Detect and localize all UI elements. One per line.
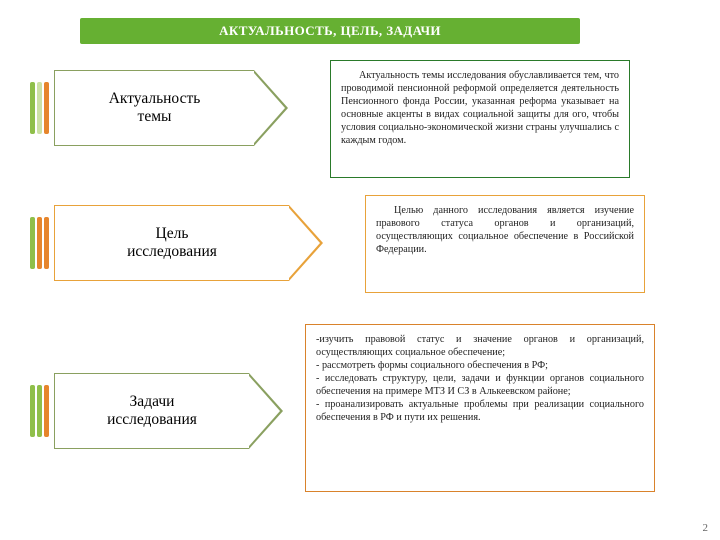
arrow-head-icon xyxy=(289,205,323,281)
arrow-tasks: Задачиисследования xyxy=(54,373,283,449)
row-goal: Цельисследования Целью данного исследова… xyxy=(30,195,690,300)
tasks-line-2: - исследовать структуру, цели, задачи и … xyxy=(316,372,644,398)
goal-paragraph: Целью данного исследования является изуч… xyxy=(376,204,634,256)
tasks-line-0: -изучить правовой статус и значение орга… xyxy=(316,333,644,359)
vbars-relevance xyxy=(30,82,52,134)
arrow-label: Цельисследования xyxy=(54,205,289,281)
goal-text: Целью данного исследования является изуч… xyxy=(365,195,645,293)
vbar xyxy=(44,82,49,134)
relevance-text: Актуальность темы исследования обуславли… xyxy=(330,60,630,178)
arrow-label: Задачиисследования xyxy=(54,373,249,449)
arrow-head-icon xyxy=(254,70,288,146)
vbar xyxy=(30,82,35,134)
vbar xyxy=(44,217,49,269)
arrow-relevance: Актуальностьтемы xyxy=(54,70,288,146)
vbar xyxy=(44,385,49,437)
row-relevance: Актуальностьтемы Актуальность темы иссле… xyxy=(30,60,690,180)
vbar xyxy=(37,82,42,134)
arrow-head-icon xyxy=(249,373,283,449)
tasks-line-1: - рассмотреть формы социального обеспече… xyxy=(316,359,644,372)
arrow-goal: Цельисследования xyxy=(54,205,323,281)
vbar xyxy=(37,217,42,269)
arrow-label: Актуальностьтемы xyxy=(54,70,254,146)
page-number: 2 xyxy=(703,522,709,534)
row-tasks: Задачиисследования -изучить правовой ста… xyxy=(30,330,690,500)
vbar xyxy=(30,385,35,437)
slide-title: АКТУАЛЬНОСТЬ, ЦЕЛЬ, ЗАДАЧИ xyxy=(80,18,580,44)
vbar xyxy=(30,217,35,269)
relevance-paragraph: Актуальность темы исследования обуславли… xyxy=(341,69,619,147)
vbars-tasks xyxy=(30,385,52,437)
vbar xyxy=(37,385,42,437)
vbars-goal xyxy=(30,217,52,269)
tasks-line-3: - проанализировать актуальные проблемы п… xyxy=(316,398,644,424)
tasks-text: -изучить правовой статус и значение орга… xyxy=(305,324,655,492)
